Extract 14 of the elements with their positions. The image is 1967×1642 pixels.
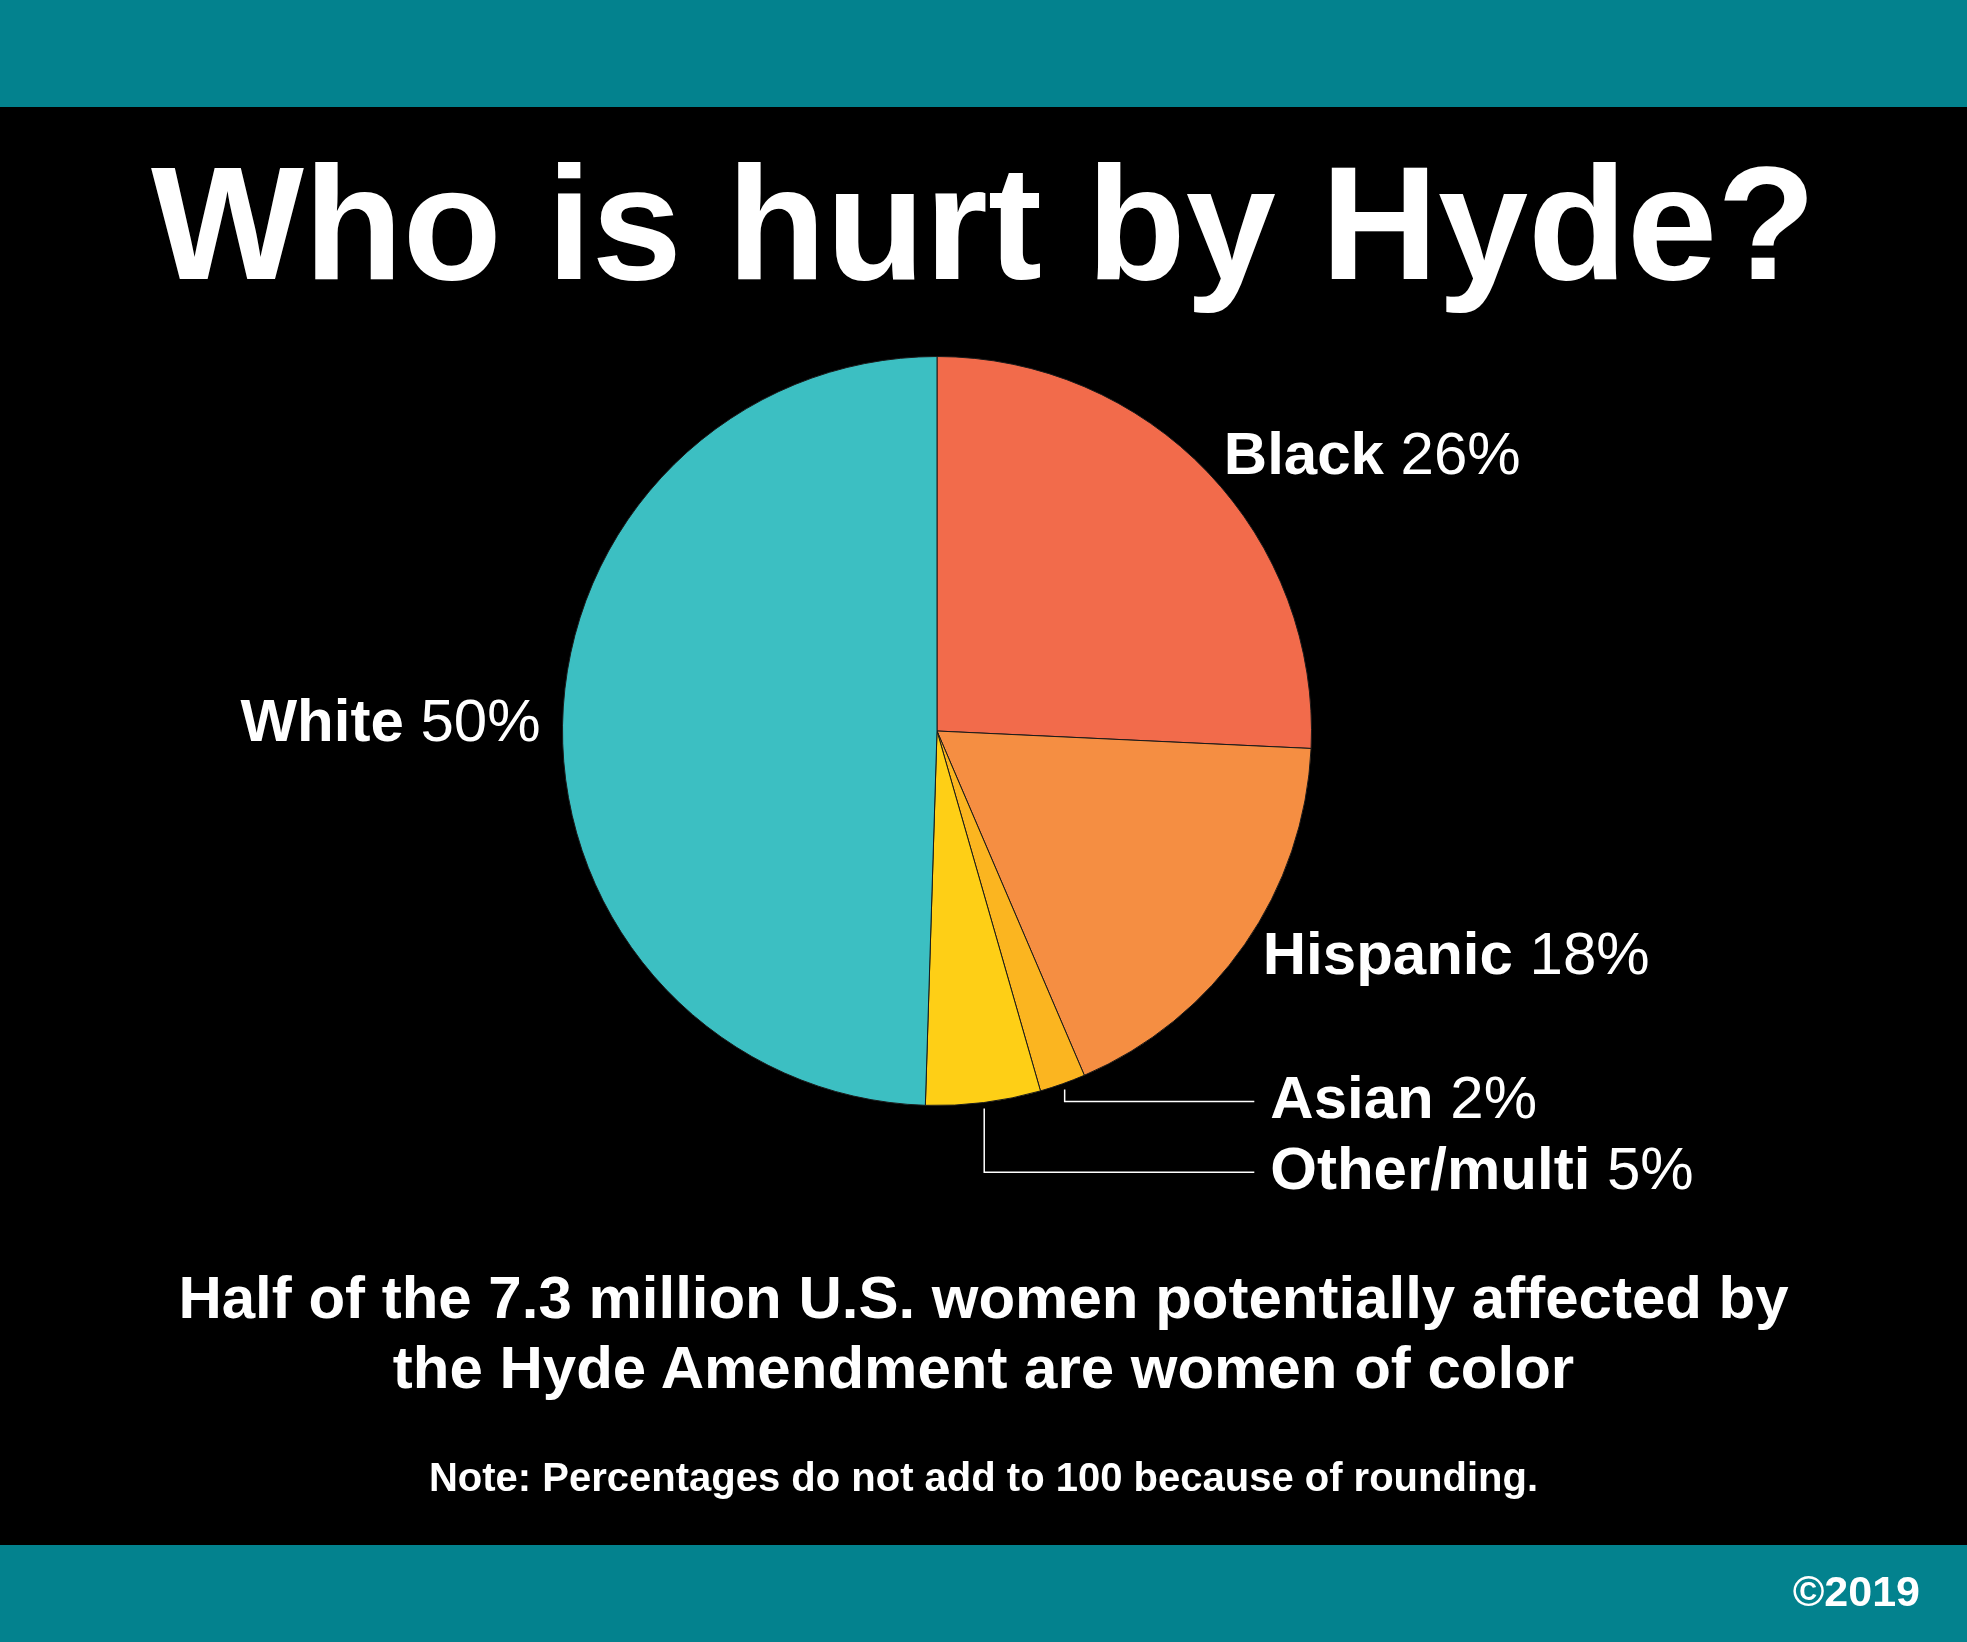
- text: ©2019: [1792, 1567, 1920, 1615]
- data-label: 2%: [1450, 1063, 1538, 1131]
- text: Note: Percentages do not add to 100 because of rounding.: [427, 1455, 1539, 1499]
- data-label: 26%: [1400, 419, 1521, 487]
- slice-label: White: [240, 687, 404, 755]
- data-label: 50%: [420, 687, 541, 755]
- slice-label: Black: [1223, 419, 1385, 487]
- data-label: 18%: [1529, 919, 1650, 987]
- slice-label: Other/multi: [1270, 1134, 1591, 1202]
- slice-label: Asian: [1270, 1063, 1434, 1131]
- chart-title: Who is hurt by Hyde?: [150, 132, 1817, 313]
- slice-label: Hispanic: [1262, 919, 1513, 987]
- text: Half of the 7.3 million U.S. women potentially affected by the Hyde Amendment are women of color: [177, 1263, 1790, 1403]
- data-label: 5%: [1606, 1134, 1694, 1202]
